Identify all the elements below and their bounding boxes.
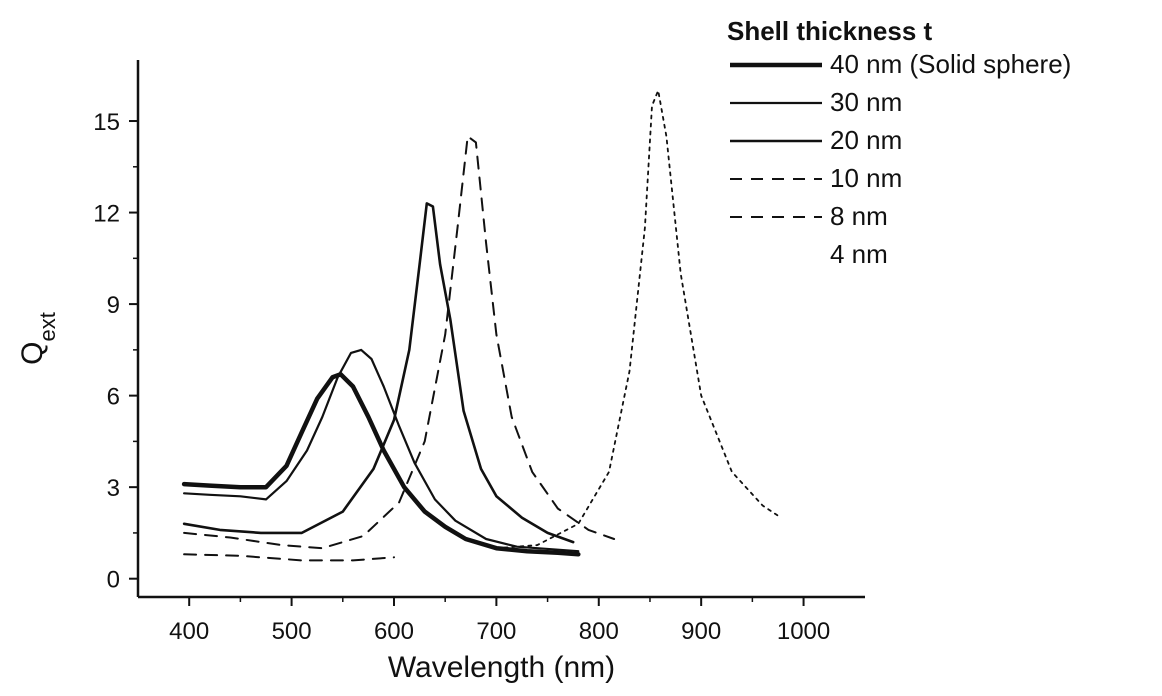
legend-label-3: 20 nm: [830, 125, 902, 155]
y-axis-title-main: Q: [16, 342, 49, 365]
legend-label-4: 10 nm: [830, 163, 902, 193]
x-tick-label: 1000: [777, 618, 830, 645]
legend-label-1: 40 nm (Solid sphere): [830, 49, 1071, 79]
y-tick-label: 3: [107, 475, 120, 502]
y-tick-label: 9: [107, 292, 120, 319]
legend-label-5: 8 nm: [830, 201, 888, 231]
series-line-2: [183, 348, 580, 553]
x-tick-label: 500: [272, 618, 312, 645]
y-tick-label: 12: [93, 201, 120, 228]
y-tick-label: 6: [107, 384, 120, 411]
ticks: 400 500 600 700 800 900 1000 0 3 6 9 12 15: [93, 109, 830, 645]
series-line-5: [183, 553, 395, 562]
x-tick-label: 900: [681, 618, 721, 645]
x-tick-label: 400: [169, 618, 209, 645]
y-axis-title: Qext: [16, 312, 60, 365]
x-tick-label: 700: [476, 618, 516, 645]
series-line-4: [183, 135, 616, 550]
x-tick-label: 800: [579, 618, 619, 645]
series-line-3: [182, 202, 575, 544]
y-tick-label: 0: [107, 567, 120, 594]
legend-title: Shell thickness t: [727, 16, 933, 46]
y-axis-title-sub: ext: [35, 312, 60, 341]
axes: [136, 60, 865, 599]
legend-label-2: 30 nm: [830, 87, 902, 117]
legend: Shell thickness t 40 nm (Solid sphere) 30…: [727, 16, 1071, 269]
legend-items: 40 nm (Solid sphere) 30 nm 20 nm 10 nm 8 nm 4…: [730, 49, 1071, 269]
series-line-6: [495, 89, 782, 550]
series-line-1: [181, 372, 581, 557]
x-tick-label: 600: [374, 618, 414, 645]
series-layer: [181, 89, 782, 562]
x-axis-title: Wavelength (nm): [388, 651, 615, 684]
y-tick-label: 15: [93, 109, 120, 136]
legend-label-6: 4 nm: [830, 239, 888, 269]
